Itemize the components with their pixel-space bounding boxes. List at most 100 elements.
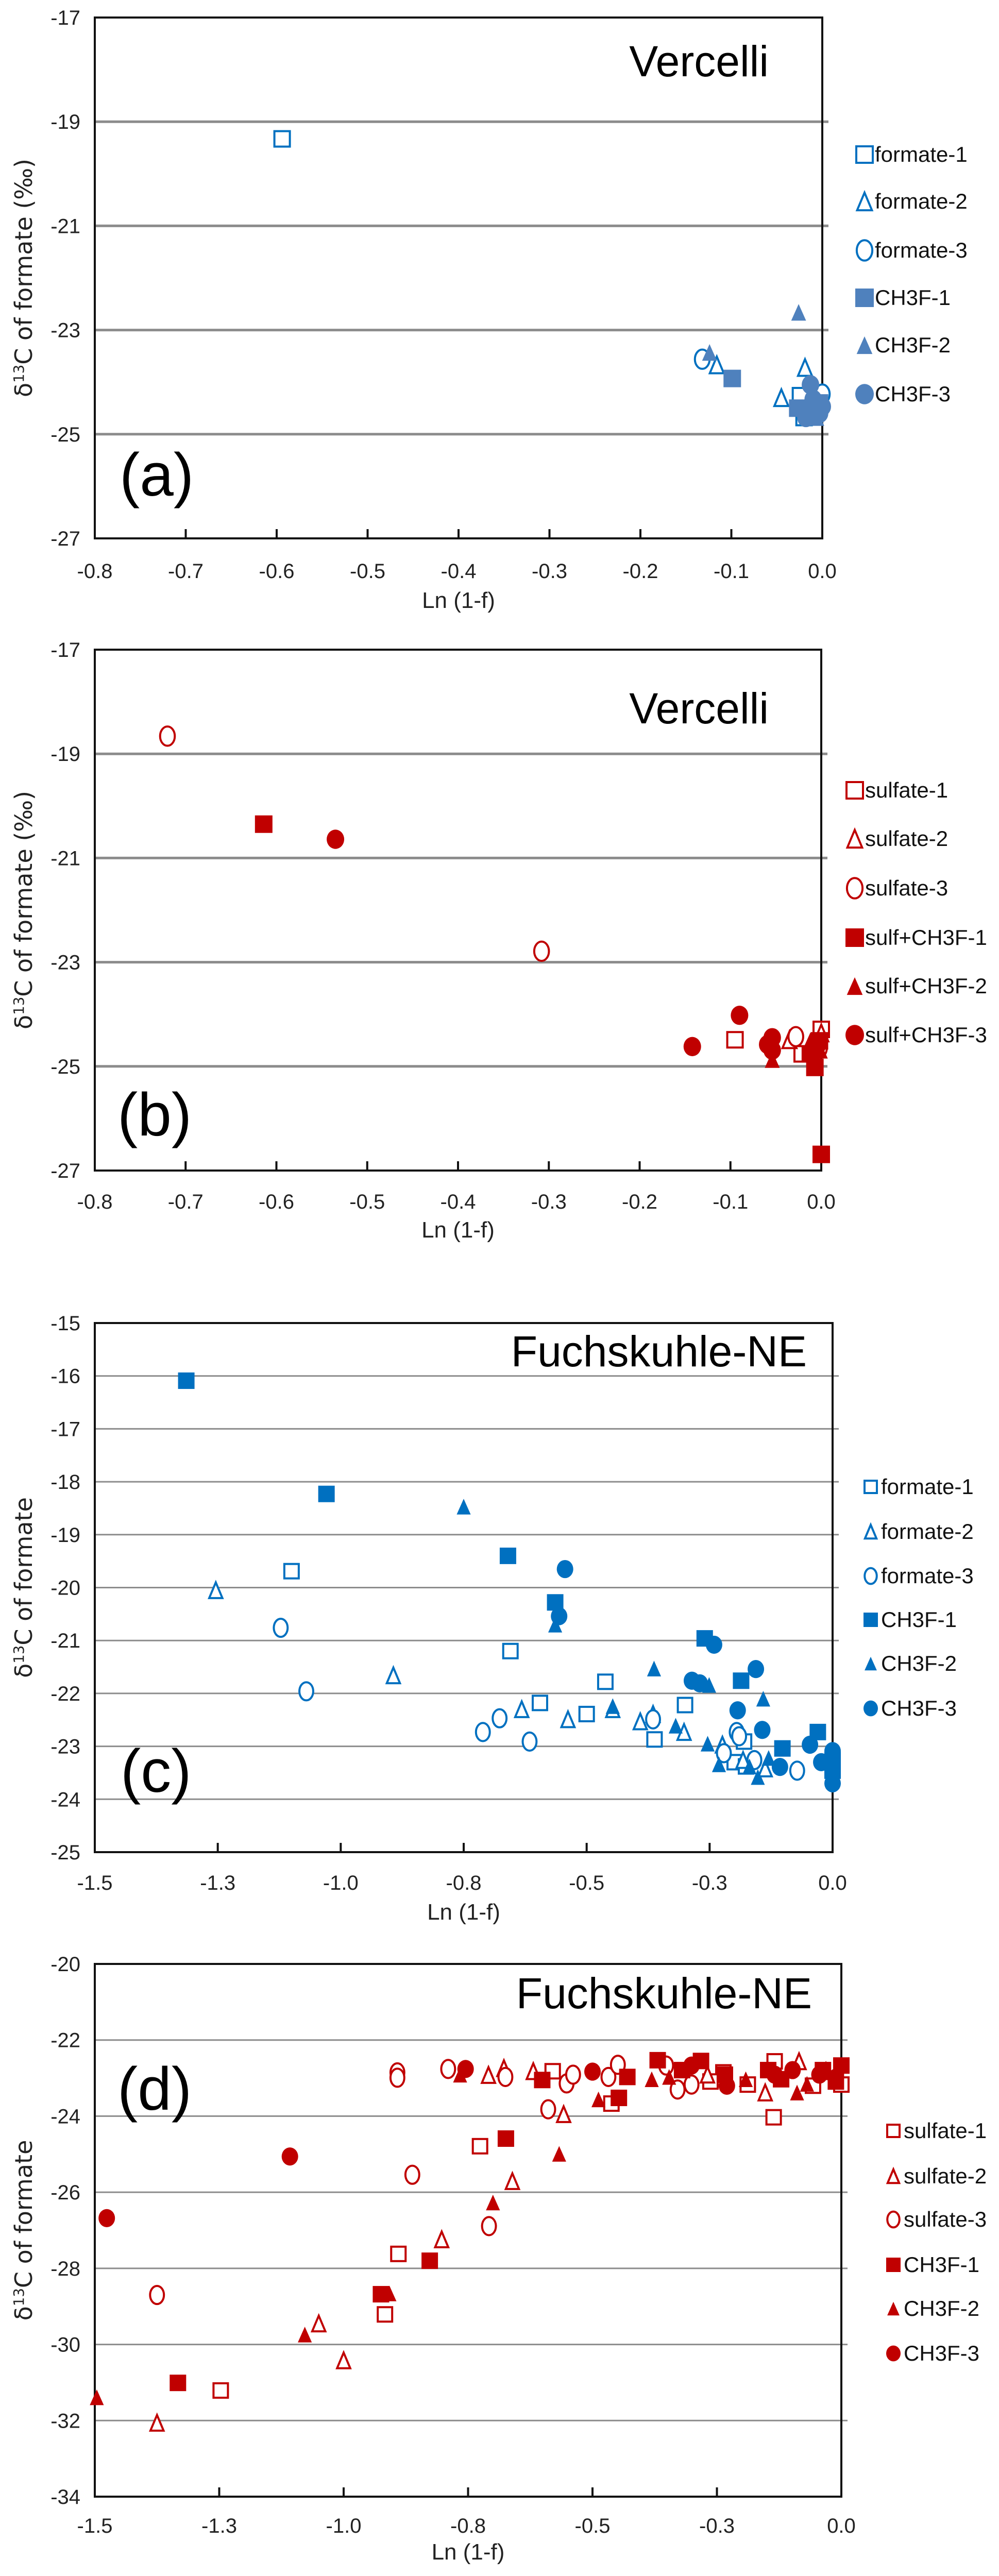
legend-label: sulfate-3 — [865, 876, 948, 900]
data-point — [382, 2285, 397, 2301]
legend-item[interactable]: formate-1 — [855, 142, 968, 166]
data-point — [751, 1769, 765, 1785]
data-point — [748, 1660, 765, 1679]
data-point — [676, 1697, 693, 1714]
data-point — [404, 2164, 420, 2185]
data-point — [800, 2076, 814, 2092]
x-tick-label: -0.8 — [77, 560, 113, 583]
legend-item[interactable]: CH3F-2 — [865, 1651, 957, 1675]
y-tick-label: -24 — [50, 1788, 80, 1811]
legend-item[interactable]: CH3F-2 — [856, 333, 951, 357]
legend-label: sulfate-2 — [865, 826, 948, 851]
data-point — [735, 1749, 752, 1769]
legend-item[interactable]: sulfate-1 — [886, 2119, 987, 2143]
legend-label: sulf+CH3F-2 — [865, 974, 987, 998]
x-tick-label: -1.5 — [77, 2515, 113, 2537]
data-point — [149, 2284, 165, 2306]
data-point — [504, 2171, 521, 2190]
legend-item[interactable]: formate-2 — [863, 1519, 974, 1544]
data-point — [480, 2064, 497, 2084]
chart-title: Vercelli — [629, 684, 769, 733]
data-point — [513, 1699, 530, 1718]
x-tick-label: -0.3 — [692, 1872, 727, 1894]
legend-square-icon — [845, 928, 864, 947]
legend-item[interactable]: CH3F-1 — [886, 2252, 979, 2277]
data-point — [632, 1710, 649, 1731]
legend-label: CH3F-1 — [904, 2252, 979, 2277]
legend-square-icon — [886, 2124, 901, 2138]
legend-square-icon — [845, 781, 864, 800]
y-tick-label: -26 — [50, 2181, 80, 2204]
data-point — [497, 2130, 514, 2147]
y-tick-label: -25 — [50, 1841, 80, 1864]
y-axis-label-part: C of formate — [10, 2140, 38, 2288]
legend-item[interactable]: formate-1 — [863, 1475, 974, 1499]
data-point — [733, 1672, 750, 1689]
legend-item[interactable]: sulfate-1 — [845, 778, 948, 802]
data-point — [702, 344, 717, 361]
x-axis-label: Ln (1-f) — [427, 1900, 500, 1925]
legend-item[interactable]: CH3F-3 — [855, 382, 951, 406]
y-axis-label: δ13C of formate (‰) — [10, 791, 38, 1029]
y-axis-label-superscript: 13 — [10, 997, 27, 1015]
y-axis-label-part: δ — [10, 1015, 38, 1029]
legend-circle-icon — [886, 2210, 901, 2229]
data-point — [212, 2382, 229, 2399]
data-point — [531, 1694, 548, 1711]
data-point — [390, 2245, 407, 2262]
legend-item[interactable]: CH3F-3 — [886, 2341, 979, 2365]
legend-item[interactable]: CH3F-1 — [863, 1607, 957, 1632]
y-tick-label: -21 — [50, 1630, 80, 1652]
y-tick-label: -22 — [50, 1683, 80, 1705]
legend-item[interactable]: CH3F-3 — [863, 1696, 957, 1720]
y-axis-label-superscript: 13 — [10, 365, 27, 383]
data-point — [497, 2066, 514, 2087]
data-point — [310, 2313, 327, 2333]
data-point — [502, 1642, 519, 1659]
legend-item[interactable]: CH3F-2 — [887, 2296, 979, 2320]
data-point — [273, 1617, 289, 1638]
legend-label: sulfate-1 — [865, 778, 948, 802]
series-sulfate-1 — [212, 2053, 850, 2399]
legend-item[interactable]: sulfate-2 — [886, 2164, 987, 2188]
plot-area — [94, 1963, 842, 2498]
x-tick-label: -0.5 — [569, 1872, 604, 1894]
legend-item[interactable]: sulf+CH3F-3 — [845, 1023, 987, 1047]
panel-label: (b) — [117, 1081, 192, 1149]
legend-triangle-icon — [846, 977, 863, 995]
data-point — [645, 1709, 661, 1730]
legend-item[interactable]: sulf+CH3F-2 — [846, 974, 987, 998]
y-axis-label-part: C of formate — [10, 1497, 38, 1645]
data-point — [552, 2146, 566, 2162]
data-point — [811, 2065, 828, 2084]
legend-triangle-icon — [865, 1656, 877, 1671]
legend-item[interactable]: CH3F-1 — [855, 285, 951, 310]
data-point — [377, 2306, 394, 2323]
data-point — [668, 1718, 683, 1734]
legend-item[interactable]: sulfate-3 — [886, 2207, 987, 2231]
x-tick-label: -0.5 — [349, 1191, 385, 1213]
legend-item[interactable]: sulf+CH3F-1 — [845, 925, 987, 950]
legend-label: formate-2 — [881, 1519, 974, 1544]
chart-panel-d: -20 -22 -24 -26 -28 -30 -32 -34 -1.5 -1.3 -1.0 -0.8… — [10, 1953, 987, 2565]
data-point — [649, 2052, 666, 2069]
legend-triangle-icon — [863, 1522, 878, 1540]
data-point — [731, 1726, 748, 1747]
data-point — [796, 357, 814, 377]
data-point — [457, 2060, 474, 2078]
data-point — [597, 1673, 614, 1690]
panel-label: (c) — [121, 1737, 192, 1805]
legend-label: formate-3 — [875, 238, 968, 262]
data-point — [700, 1736, 715, 1752]
legend-item[interactable]: formate-3 — [863, 1564, 974, 1588]
legend-label: CH3F-1 — [881, 1607, 957, 1632]
legend-item[interactable]: formate-2 — [855, 189, 968, 213]
legend-item[interactable]: sulfate-2 — [845, 826, 948, 851]
y-axis-label: δ13C of formate — [10, 1497, 38, 1678]
data-point — [754, 1721, 771, 1739]
data-point — [813, 1753, 830, 1772]
legend-item[interactable]: formate-3 — [855, 238, 968, 262]
legend-square-icon — [855, 289, 874, 307]
legend-item[interactable]: sulfate-3 — [845, 876, 948, 900]
x-tick-label: -0.8 — [450, 2515, 486, 2537]
